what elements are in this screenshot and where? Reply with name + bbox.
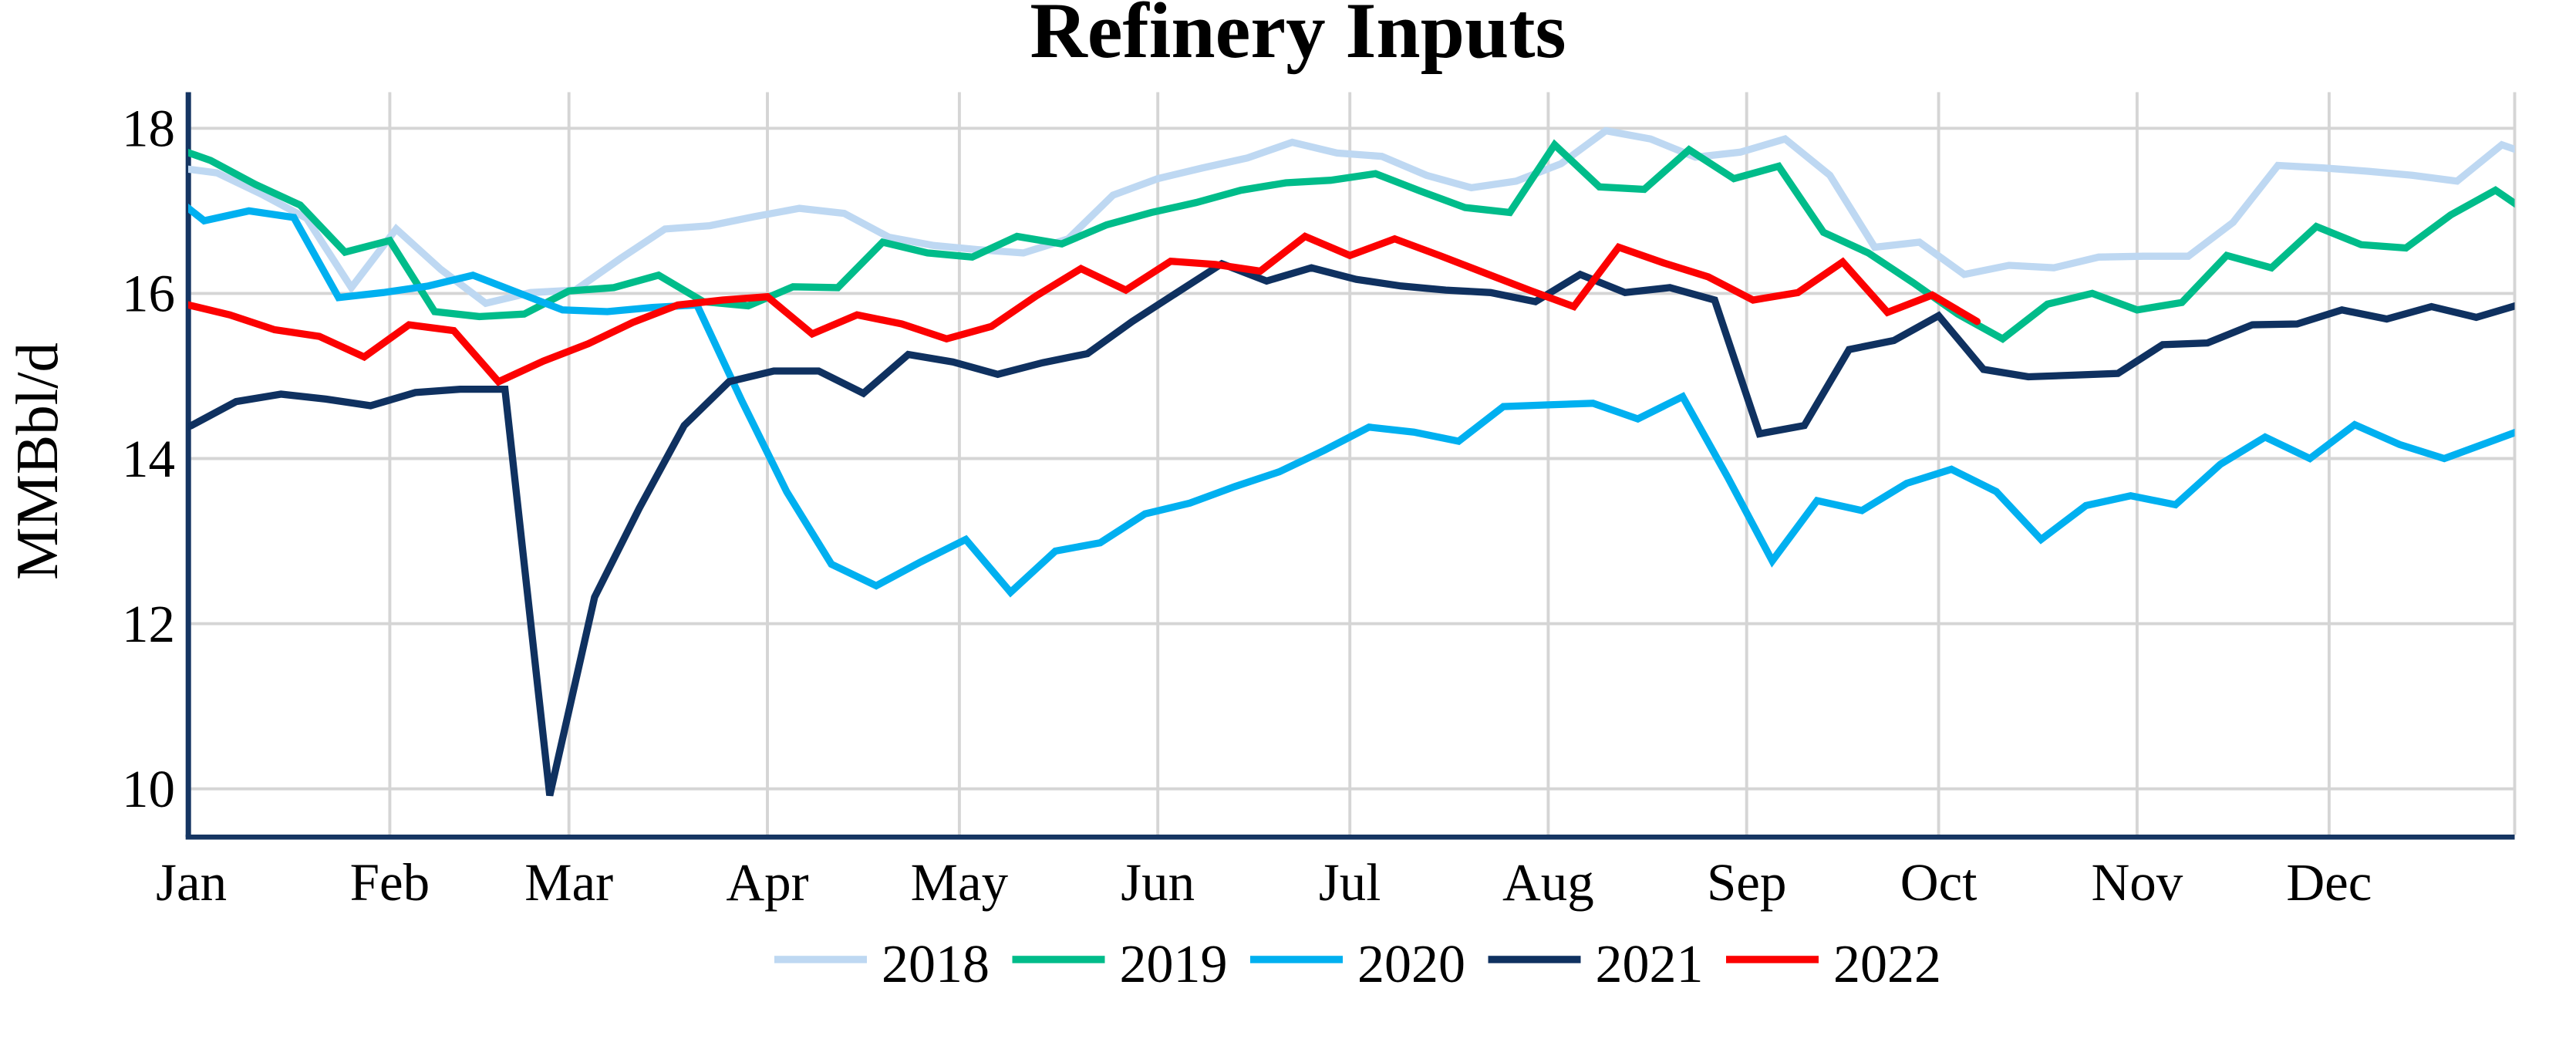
svg-text:2019: 2019 [1120, 935, 1228, 994]
svg-text:2021: 2021 [1596, 935, 1704, 994]
svg-text:2022: 2022 [1833, 935, 1941, 994]
svg-text:Oct: Oct [1900, 853, 1978, 912]
svg-text:18: 18 [122, 100, 175, 158]
svg-text:Jul: Jul [1319, 853, 1381, 912]
svg-text:Apr: Apr [726, 853, 808, 912]
svg-text:Aug: Aug [1502, 853, 1594, 912]
svg-text:Jan: Jan [156, 853, 227, 912]
svg-text:Refinery Inputs: Refinery Inputs [1030, 0, 1566, 75]
svg-text:Sep: Sep [1707, 853, 1787, 912]
svg-text:Feb: Feb [350, 853, 430, 912]
svg-text:MMBbl/d: MMBbl/d [4, 342, 70, 580]
svg-text:16: 16 [122, 265, 175, 323]
svg-text:Jun: Jun [1121, 853, 1195, 912]
svg-text:12: 12 [122, 595, 175, 653]
svg-text:2018: 2018 [882, 935, 990, 994]
svg-text:14: 14 [122, 430, 175, 488]
svg-text:Nov: Nov [2091, 853, 2183, 912]
svg-text:Dec: Dec [2286, 853, 2372, 912]
svg-text:2020: 2020 [1357, 935, 1465, 994]
svg-text:May: May [911, 853, 1009, 912]
svg-text:10: 10 [122, 760, 175, 818]
svg-text:Mar: Mar [524, 853, 613, 912]
